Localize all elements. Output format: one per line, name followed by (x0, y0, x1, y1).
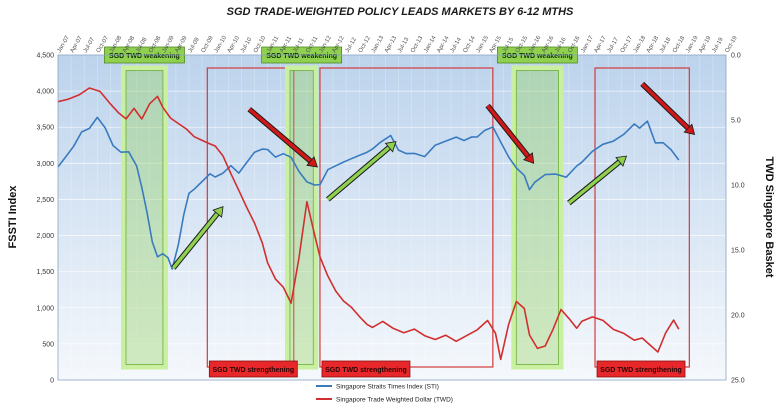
arrow-head (615, 155, 628, 167)
label-text: SGD TWD strengthening (212, 367, 294, 374)
chart-title: SGD TRADE-WEIGHTED POLICY LEADS MARKETS … (227, 6, 574, 18)
arrow-shaft (248, 107, 312, 163)
strengthening-label: SGD TWD strengthening (596, 360, 686, 378)
weakening-box-inner (289, 70, 314, 365)
weakening-box (120, 65, 168, 370)
legend-label-sti: Singapore Straits Times Index (STI) (336, 384, 439, 391)
strengthening-label: SGD TWD strengthening (208, 360, 298, 378)
up-arrow (171, 206, 224, 270)
strengthening-label: SGD TWD strengthening (321, 360, 411, 378)
y-axis-right-label: TWD Singapore Basket (763, 156, 775, 277)
label-box (596, 360, 686, 378)
y-right-tick-label: 25.0 (731, 378, 745, 385)
y-right-tick-label: 15.0 (731, 248, 745, 255)
arrow-head (306, 156, 318, 168)
y-left-tick-label: 1,500 (36, 269, 54, 276)
label-text: SGD TWD weakening (109, 53, 180, 60)
y-left-tick-label: 500 (42, 341, 54, 348)
series-twd-line (57, 87, 680, 361)
arrow-shaft (486, 104, 530, 158)
y-right-tick-label: 20.0 (731, 313, 745, 320)
weakening-box (284, 65, 319, 370)
arrow-head (523, 152, 535, 164)
x-tick-label: Jul-18 (659, 36, 673, 54)
up-arrow (567, 155, 628, 206)
series-sti-line (57, 116, 680, 270)
annotation-labels: SGD TWD weakening SGD TWD strengthening SG… (104, 46, 686, 378)
x-tick-label: Jul-13 (397, 36, 411, 54)
x-tick-label: Jul-19 (711, 36, 725, 54)
x-tick-label: Jul-14 (449, 36, 463, 54)
down-arrow (247, 107, 318, 168)
arrow-head (683, 123, 696, 135)
y-axis-left-label: FSSTI Index (7, 185, 19, 249)
x-tick-label: Jul-10 (240, 36, 254, 54)
weakening-box (511, 65, 564, 370)
y-left-tick-label: 1,000 (36, 305, 54, 312)
y-left-tick-label: 2,000 (36, 233, 54, 240)
up-arrow (326, 141, 397, 202)
y-left-tick-label: 2,500 (36, 197, 54, 204)
label-text: SGD TWD weakening (266, 53, 337, 60)
down-arrow (485, 103, 535, 164)
y-left-tick-label: 3,500 (36, 125, 54, 132)
x-tick-label: Jul-12 (345, 36, 359, 54)
legend-label-twd: Singapore Trade Weighted Dollar (TWD) (336, 397, 453, 404)
x-tick-label: Jul-09 (188, 36, 202, 54)
label-text: SGD TWD strengthening (325, 367, 407, 374)
label-box (208, 360, 298, 378)
y-left-tick-label: 3,000 (36, 161, 54, 168)
weakening-box-inner (515, 70, 559, 365)
arrow-shaft (171, 212, 219, 270)
legend: Singapore Straits Times Index (STI) Sing… (316, 384, 453, 404)
plot-frame (57, 54, 727, 381)
plot-background (58, 55, 726, 380)
arrow-shaft (567, 160, 621, 205)
y-left-tick-label: 4,500 (36, 53, 54, 60)
y-right-tick-label: 10.0 (731, 183, 745, 190)
label-text: SGD TWD weakening (502, 53, 573, 60)
x-tick-label: Jul-17 (607, 36, 621, 54)
down-arrow (640, 81, 696, 135)
x-tick-label: Oct-19 (725, 35, 740, 54)
weakening-box-inner (125, 70, 164, 365)
x-tick-label: Jul-07 (83, 36, 97, 54)
label-box (321, 360, 411, 378)
label-text: SGD TWD strengthening (600, 367, 682, 374)
trend-arrows (171, 81, 696, 270)
y-right-tick-label: 0.0 (731, 53, 741, 60)
arrow-shaft (326, 146, 391, 201)
y-right-tick-label: 5.0 (731, 118, 741, 125)
y-left-tick-label: 0 (50, 378, 54, 385)
y-left-tick-label: 4,000 (36, 89, 54, 96)
arrow-head (212, 206, 224, 218)
arrow-shaft (640, 82, 690, 130)
arrow-head (384, 141, 397, 153)
series-layer (57, 87, 680, 361)
